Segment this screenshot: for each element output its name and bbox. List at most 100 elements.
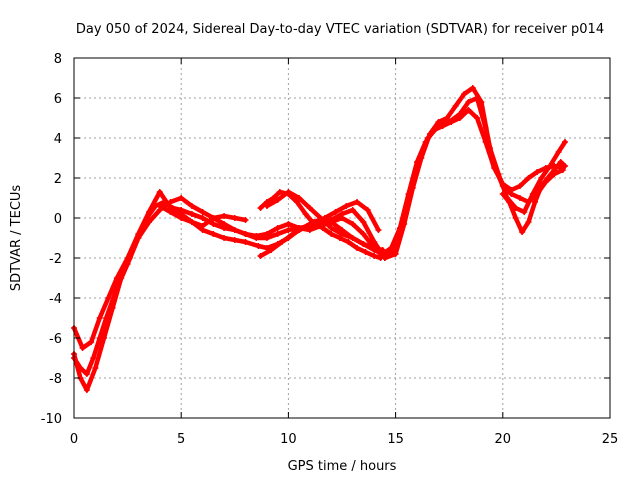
y-tick-label: 8 — [54, 52, 62, 67]
data-point-marker — [538, 183, 545, 189]
data-point-marker — [285, 191, 292, 197]
data-point-marker — [293, 199, 300, 205]
data-point-marker — [242, 217, 249, 223]
data-point-marker — [482, 125, 489, 131]
data-point-marker — [199, 223, 206, 229]
data-point-marker — [456, 111, 463, 117]
data-point-marker — [360, 231, 367, 237]
data-point-marker — [257, 205, 264, 211]
data-point-marker — [231, 237, 238, 243]
plot-frame — [73, 57, 611, 419]
x-tick-label: 0 — [70, 432, 78, 447]
data-point-marker — [525, 175, 532, 181]
data-series-track — [257, 199, 382, 259]
data-point-marker — [285, 221, 292, 227]
data-series-track — [156, 189, 386, 253]
y-tick-label: -2 — [49, 252, 62, 267]
data-point-marker — [531, 199, 538, 205]
data-point-marker — [88, 339, 95, 345]
data-point-marker — [306, 227, 313, 233]
chart-title: Day 050 of 2024, Sidereal Day-to-day VTE… — [76, 22, 604, 37]
x-tick-label: 10 — [280, 432, 297, 447]
data-series-track — [499, 159, 568, 235]
axis-ticks: 0 5 10 15 20 25 -10 -8 -6 -4 -2 0 2 4 6 8 — [41, 52, 619, 447]
y-axis-label: SDTVAR / TECUs — [9, 185, 24, 292]
data-point-marker — [508, 191, 515, 197]
data-point-marker — [534, 169, 541, 175]
data-point-marker — [268, 247, 275, 253]
data-point-marker — [289, 231, 296, 237]
data-point-marker — [465, 99, 472, 105]
data-point-marker — [178, 215, 185, 221]
data-point-marker — [101, 335, 108, 341]
data-point-marker — [339, 231, 345, 237]
y-tick-label: 6 — [54, 92, 62, 107]
data-series — [71, 85, 568, 393]
y-tick-label: 2 — [54, 172, 62, 187]
y-tick-label: 0 — [54, 212, 62, 227]
data-point-marker — [516, 183, 523, 189]
data-point-marker — [210, 231, 217, 237]
data-point-marker — [276, 189, 283, 195]
x-axis-label: GPS time / hours — [288, 459, 397, 474]
data-point-marker — [231, 215, 238, 221]
data-point-marker — [499, 191, 506, 197]
data-point-marker — [506, 199, 513, 205]
data-point-marker — [555, 149, 562, 155]
data-point-marker — [452, 103, 459, 109]
y-tick-label: -6 — [49, 332, 62, 347]
data-point-marker — [474, 95, 481, 101]
data-point-marker — [561, 163, 568, 169]
data-point-marker — [311, 219, 318, 225]
data-point-marker — [257, 253, 264, 259]
data-point-marker — [343, 203, 350, 209]
data-point-marker — [221, 235, 228, 241]
data-point-marker — [561, 139, 568, 145]
data-point-marker — [444, 115, 451, 121]
data-point-marker — [424, 135, 431, 141]
data-point-marker — [188, 211, 195, 217]
data-point-marker — [544, 175, 551, 181]
data-point-marker — [349, 207, 356, 213]
data-point-marker — [525, 219, 532, 225]
y-tick-label: -10 — [41, 412, 62, 427]
data-point-marker — [446, 119, 453, 125]
data-point-marker — [354, 199, 361, 205]
x-tick-label: 15 — [387, 432, 404, 447]
data-point-marker — [328, 231, 335, 237]
data-point-marker — [551, 167, 558, 173]
series-line — [258, 199, 381, 259]
data-point-marker — [465, 107, 472, 113]
data-point-marker — [306, 205, 313, 211]
data-point-marker — [146, 209, 153, 215]
data-point-marker — [328, 219, 335, 225]
data-point-marker — [403, 205, 410, 211]
data-point-marker — [83, 387, 90, 393]
data-point-marker — [178, 195, 185, 201]
data-point-marker — [242, 239, 249, 245]
data-point-marker — [109, 305, 116, 311]
data-point-marker — [270, 195, 277, 201]
data-point-marker — [360, 241, 367, 247]
data-point-marker — [221, 221, 228, 227]
data-point-marker — [263, 199, 270, 205]
data-point-marker — [321, 215, 328, 221]
y-tick-label: -4 — [49, 292, 62, 307]
data-point-marker — [414, 165, 421, 171]
data-point-marker — [296, 195, 303, 201]
data-point-marker — [474, 115, 481, 121]
data-point-marker — [345, 239, 352, 245]
data-series-track — [71, 95, 566, 393]
data-point-marker — [392, 251, 399, 257]
grid-lines — [74, 58, 610, 418]
data-point-marker — [199, 215, 206, 221]
data-point-marker — [105, 295, 112, 301]
data-point-marker — [188, 219, 195, 225]
data-point-marker — [491, 163, 498, 169]
data-point-marker — [364, 207, 371, 213]
data-point-marker — [92, 365, 99, 371]
data-point-marker — [339, 215, 345, 221]
data-point-marker — [332, 209, 339, 215]
data-point-marker — [377, 255, 384, 261]
